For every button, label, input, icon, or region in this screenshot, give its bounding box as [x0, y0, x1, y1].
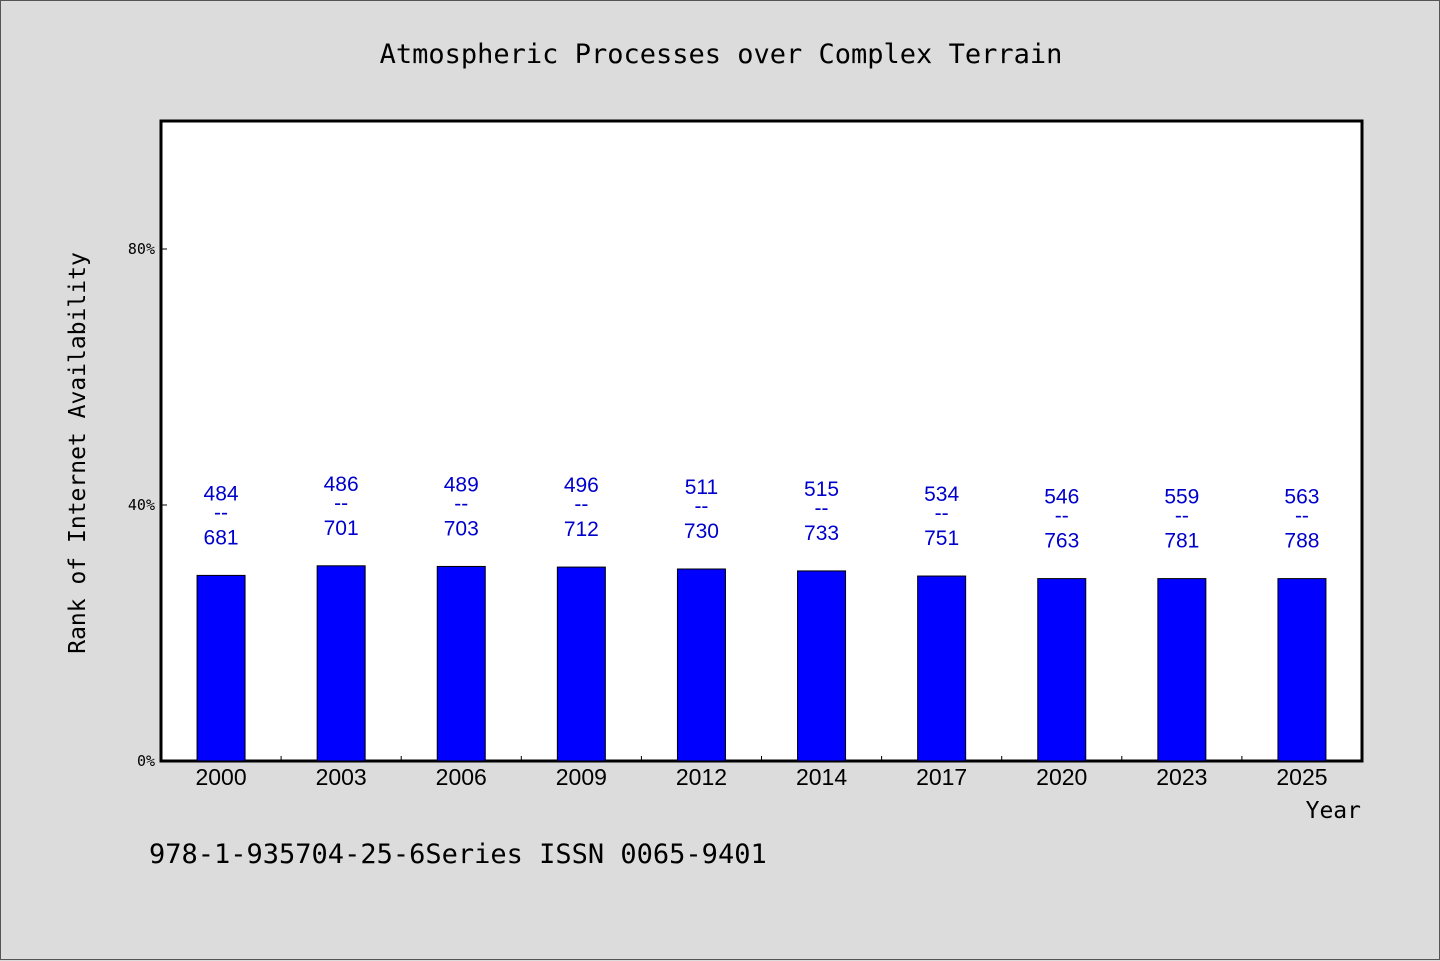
data-label-top-2006: 489: [444, 473, 479, 496]
bar-2009: [556, 566, 606, 762]
bar-2006: [436, 565, 486, 762]
data-label-top-2017: 534: [924, 483, 959, 506]
bar-2000: [196, 574, 246, 762]
bar-2017: [917, 575, 967, 762]
x-tick-label-2017: 2017: [916, 764, 967, 790]
bars-group: [196, 565, 1327, 762]
y-axis-label: Rank of Internet Availability: [65, 252, 91, 654]
data-label-bottom-2000: 681: [204, 526, 239, 549]
data-label-bottom-2017: 751: [924, 527, 959, 550]
data-label-top-2025: 563: [1284, 486, 1319, 509]
bar-2014: [797, 570, 847, 762]
data-label-sep-2023: --: [1175, 505, 1189, 528]
data-label-sep-2020: --: [1055, 505, 1069, 528]
data-label-sep-2014: --: [815, 497, 829, 520]
x-tick-label-2014: 2014: [796, 764, 847, 790]
data-label-sep-2017: --: [935, 502, 949, 525]
bar-2003: [316, 565, 366, 762]
bar-2023: [1157, 578, 1207, 762]
y-tick-label-0: 0%: [137, 752, 155, 770]
data-label-sep-2003: --: [334, 492, 348, 515]
y-axis-ticks: 0% 40% 80%: [128, 240, 167, 770]
data-label-sep-2006: --: [454, 492, 468, 515]
data-label-bottom-2003: 701: [324, 517, 359, 540]
data-label-top-2020: 546: [1044, 486, 1079, 509]
data-label-bottom-2014: 733: [804, 522, 839, 545]
data-label-bottom-2025: 788: [1284, 530, 1319, 553]
data-label-bottom-2023: 781: [1164, 530, 1199, 553]
data-label-bottom-2012: 730: [684, 520, 719, 543]
data-label-top-2014: 515: [804, 478, 839, 501]
footer-text: 978-1-935704-25-6Series ISSN 0065-9401: [149, 839, 767, 870]
data-label-sep-2025: --: [1295, 505, 1309, 528]
data-label-top-2012: 511: [685, 476, 718, 499]
data-label-sep-2009: --: [574, 493, 588, 516]
x-tick-label-2020: 2020: [1036, 764, 1087, 790]
data-label-top-2023: 559: [1164, 486, 1199, 509]
x-axis-label: Year: [1306, 798, 1361, 824]
x-tick-label-2012: 2012: [676, 764, 727, 790]
data-label-top-2003: 486: [324, 473, 359, 496]
x-tick-label-2025: 2025: [1276, 764, 1327, 790]
bar-2020: [1037, 578, 1087, 762]
data-labels: 484--681486--701489--703496--712511--730…: [204, 473, 1320, 553]
y-tick-label-40: 40%: [128, 496, 155, 514]
data-label-bottom-2006: 703: [444, 517, 479, 540]
x-tick-label-2006: 2006: [436, 764, 487, 790]
data-label-top-2009: 496: [564, 474, 599, 497]
data-label-sep-2000: --: [214, 501, 228, 524]
chart-title: Atmospheric Processes over Complex Terra…: [380, 39, 1063, 70]
x-tick-label-2003: 2003: [316, 764, 367, 790]
x-tick-label-2009: 2009: [556, 764, 607, 790]
data-label-top-2000: 484: [204, 482, 239, 505]
x-axis-ticks: 2000 2003 2006 2009 2012 2014 2017 2020 2023 2025: [195, 756, 1328, 790]
x-tick-label-2023: 2023: [1156, 764, 1207, 790]
bar-2025: [1277, 578, 1327, 762]
data-label-bottom-2009: 712: [564, 518, 599, 541]
x-tick-label-2000: 2000: [195, 764, 246, 790]
bar-2012: [676, 568, 726, 762]
data-label-bottom-2020: 763: [1044, 530, 1079, 553]
y-tick-label-80: 80%: [128, 240, 155, 258]
data-label-sep-2012: --: [694, 495, 708, 518]
